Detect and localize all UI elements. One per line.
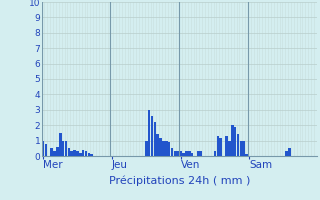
Bar [288, 148, 291, 156]
Bar [237, 134, 239, 156]
Bar [88, 153, 90, 156]
Bar [174, 151, 176, 156]
Bar [231, 125, 234, 156]
Bar [68, 148, 70, 156]
Bar [188, 151, 190, 156]
Bar [151, 116, 153, 156]
Bar [240, 141, 242, 156]
Bar [196, 151, 199, 156]
X-axis label: Précipitations 24h ( mm ): Précipitations 24h ( mm ) [108, 176, 250, 186]
Bar [245, 154, 248, 156]
Bar [70, 151, 73, 156]
Bar [214, 151, 216, 156]
Bar [50, 148, 53, 156]
Bar [243, 141, 245, 156]
Bar [56, 147, 59, 156]
Bar [82, 150, 84, 156]
Bar [162, 141, 165, 156]
Bar [156, 134, 159, 156]
Bar [65, 141, 67, 156]
Bar [168, 142, 171, 156]
Bar [234, 127, 236, 156]
Bar [171, 148, 173, 156]
Bar [79, 153, 82, 156]
Bar [53, 151, 56, 156]
Bar [44, 144, 47, 156]
Bar [176, 151, 179, 156]
Bar [148, 110, 150, 156]
Bar [220, 138, 222, 156]
Bar [199, 151, 202, 156]
Bar [182, 153, 185, 156]
Bar [165, 141, 168, 156]
Bar [228, 141, 231, 156]
Bar [179, 151, 182, 156]
Bar [91, 154, 93, 156]
Bar [42, 141, 44, 156]
Bar [285, 151, 288, 156]
Bar [59, 133, 61, 156]
Bar [185, 151, 188, 156]
Bar [62, 141, 64, 156]
Bar [159, 138, 162, 156]
Bar [85, 151, 87, 156]
Bar [76, 151, 79, 156]
Bar [225, 136, 228, 156]
Bar [145, 141, 148, 156]
Bar [191, 153, 193, 156]
Bar [73, 150, 76, 156]
Bar [217, 136, 219, 156]
Bar [154, 122, 156, 156]
